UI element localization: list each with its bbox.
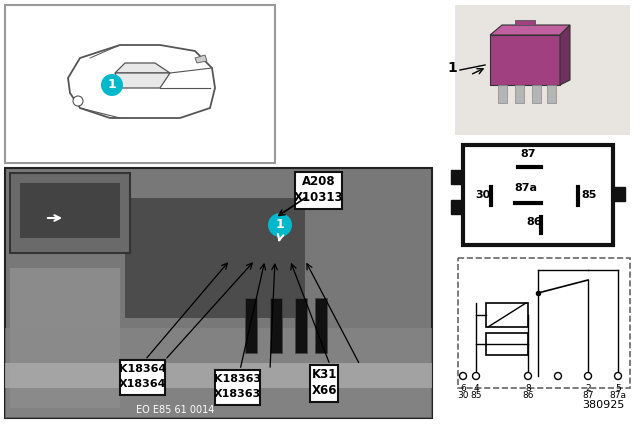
Text: 6: 6 <box>460 384 466 393</box>
Circle shape <box>268 213 292 237</box>
Bar <box>315 298 327 353</box>
Text: 87a: 87a <box>609 391 627 400</box>
Text: X18364: X18364 <box>118 379 166 389</box>
Bar <box>10 268 120 408</box>
Text: 1: 1 <box>447 61 457 75</box>
Text: 8: 8 <box>525 384 531 393</box>
Bar <box>310 365 339 401</box>
Bar <box>515 85 524 103</box>
Bar <box>547 85 556 103</box>
Polygon shape <box>515 20 535 25</box>
Text: 30: 30 <box>475 190 490 200</box>
Bar <box>613 187 625 201</box>
Text: 380925: 380925 <box>582 400 625 410</box>
Polygon shape <box>195 55 207 63</box>
Circle shape <box>554 372 561 379</box>
Bar <box>451 200 463 214</box>
Polygon shape <box>115 63 170 73</box>
Text: 86: 86 <box>522 391 534 400</box>
Bar <box>5 363 432 388</box>
Bar <box>245 298 257 353</box>
Bar <box>10 173 130 253</box>
Circle shape <box>584 372 591 379</box>
Text: 2: 2 <box>585 384 591 393</box>
Circle shape <box>101 74 123 96</box>
Bar <box>5 168 432 418</box>
Text: 87a: 87a <box>515 183 538 193</box>
Bar <box>295 172 342 209</box>
Text: 1: 1 <box>108 78 116 91</box>
Bar <box>463 145 613 245</box>
Circle shape <box>73 96 83 106</box>
Text: 87: 87 <box>520 149 536 159</box>
Circle shape <box>472 372 479 379</box>
Text: K31: K31 <box>312 368 337 381</box>
Text: X18363: X18363 <box>214 389 261 399</box>
Text: X66: X66 <box>312 383 337 396</box>
Bar <box>451 170 463 184</box>
Bar <box>458 258 630 388</box>
Text: K18363: K18363 <box>214 375 261 384</box>
Bar <box>5 328 432 418</box>
Bar <box>270 298 282 353</box>
Circle shape <box>525 372 531 379</box>
Text: K18364: K18364 <box>118 365 166 375</box>
Bar <box>455 5 630 135</box>
Text: 1: 1 <box>276 219 284 232</box>
Bar <box>125 198 305 318</box>
Text: 87: 87 <box>582 391 594 400</box>
Polygon shape <box>68 45 215 118</box>
Bar <box>498 85 507 103</box>
Polygon shape <box>115 73 170 88</box>
Circle shape <box>614 372 621 379</box>
Polygon shape <box>490 25 570 35</box>
Bar <box>20 183 120 238</box>
Bar <box>532 85 541 103</box>
Text: A208: A208 <box>301 175 335 189</box>
Text: X10313: X10313 <box>294 191 343 204</box>
Bar <box>486 333 528 355</box>
Bar <box>490 35 560 85</box>
Bar <box>120 360 164 395</box>
Polygon shape <box>560 25 570 85</box>
Bar <box>5 5 275 163</box>
Circle shape <box>460 372 467 379</box>
Text: 5: 5 <box>615 384 621 393</box>
Bar <box>486 303 528 327</box>
Text: 4: 4 <box>473 384 479 393</box>
Text: 30: 30 <box>457 391 468 400</box>
Text: 85: 85 <box>581 190 596 200</box>
Text: 86: 86 <box>526 217 541 227</box>
Bar <box>215 370 260 405</box>
Bar <box>295 298 307 353</box>
Text: 85: 85 <box>470 391 482 400</box>
Text: EO E85 61 0014: EO E85 61 0014 <box>136 405 214 415</box>
